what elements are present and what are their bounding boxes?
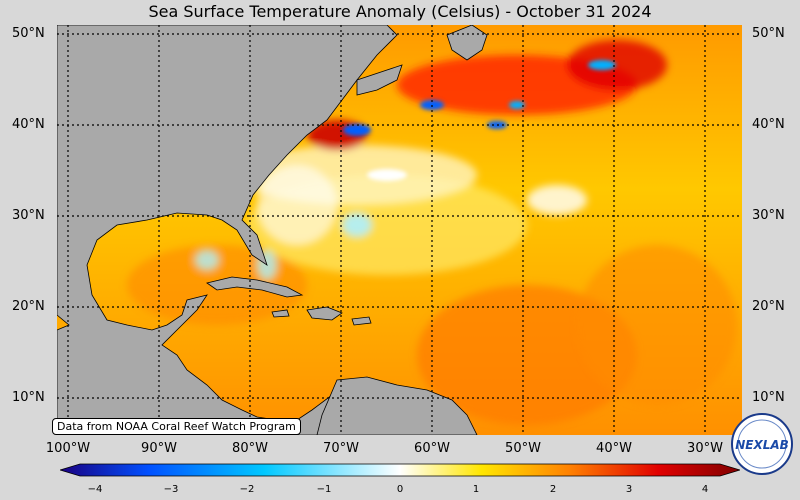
lat-label-20n-left: 20°N <box>12 299 45 314</box>
lat-label-10n-left: 10°N <box>12 390 45 405</box>
lon-label-70w: 70°W <box>323 441 359 456</box>
lat-label-40n-left: 40°N <box>12 117 45 132</box>
colorbar <box>60 463 740 477</box>
colorbar-tick-neg3: −3 <box>163 484 179 495</box>
lat-label-20n-right: 20°N <box>752 299 785 314</box>
lat-label-50n-left: 50°N <box>12 26 45 41</box>
colorbar-tick-neg4: −4 <box>87 484 103 495</box>
colorbar-tick-0: 0 <box>396 484 404 495</box>
colorbar-tick-3: 3 <box>625 484 633 495</box>
lat-label-40n-right: 40°N <box>752 117 785 132</box>
anomaly-patches <box>57 40 737 425</box>
lon-label-90w: 90°W <box>141 441 177 456</box>
nexlab-logo: NEXLAB <box>731 413 793 475</box>
data-credit-label: Data from NOAA Coral Reef Watch Program <box>52 418 301 435</box>
lat-label-30n-right: 30°N <box>752 208 785 223</box>
jamaica-land <box>271 309 290 318</box>
lat-label-50n-right: 50°N <box>752 26 785 41</box>
map-title: Sea Surface Temperature Anomaly (Celsius… <box>148 2 652 21</box>
lon-label-30w: 30°W <box>687 441 723 456</box>
colorbar-tick-4: 4 <box>701 484 709 495</box>
lon-label-100w: 100°W <box>45 441 91 456</box>
lat-label-10n-right: 10°N <box>752 390 785 405</box>
puerto-rico-land <box>351 316 372 326</box>
colorbar-tick-1: 1 <box>472 484 480 495</box>
logo-text: NEXLAB <box>735 438 789 452</box>
nova-scotia-land <box>356 64 403 96</box>
lon-label-40w: 40°W <box>596 441 632 456</box>
graticule <box>57 25 742 435</box>
colorbar-body <box>60 463 740 477</box>
cold-anomalies <box>107 60 616 367</box>
lon-label-80w: 80°W <box>232 441 268 456</box>
lon-label-60w: 60°W <box>414 441 450 456</box>
cuba-land <box>206 276 304 298</box>
colorbar-tick-neg1: −1 <box>316 484 332 495</box>
south-america-land <box>316 376 478 435</box>
lon-label-50w: 50°W <box>505 441 541 456</box>
colorbar-tick-2: 2 <box>549 484 557 495</box>
sst-anomaly-map <box>57 25 742 435</box>
lat-label-30n-left: 30°N <box>12 208 45 223</box>
colorbar-tick-neg2: −2 <box>239 484 255 495</box>
